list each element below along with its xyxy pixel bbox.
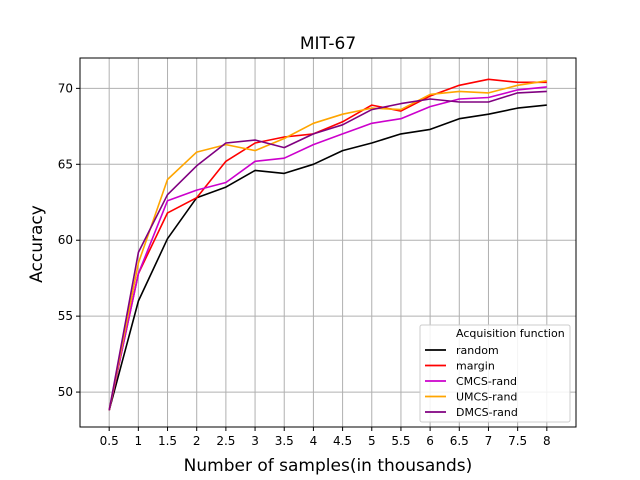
series-line-cmcs-rand (108, 86, 547, 411)
x-tick-label: 5.5 (391, 434, 410, 448)
legend-label-random: random (456, 344, 499, 357)
x-tick-label: 6.5 (450, 434, 469, 448)
y-tick-label: 50 (58, 385, 73, 399)
legend-label-umcs-rand: UMCS-rand (456, 391, 517, 404)
chart-title: MIT-67 (300, 34, 356, 54)
legend: Acquisition function random margin CMCS-ra… (419, 324, 571, 423)
series-line-umcs-rand (108, 80, 547, 411)
y-axis: 50 55 60 65 70 (58, 81, 80, 399)
x-tick-label: 7.5 (508, 434, 527, 448)
x-tick-label: 6 (426, 434, 434, 448)
x-axis: 0.5 1 1.5 2 2.5 3 3.5 4 4.5 5 5.5 6 6.5 7 7.5 8 (100, 427, 551, 448)
series-line-random (108, 104, 547, 411)
grid (80, 58, 576, 427)
x-axis-label: Number of samples(in thousands) (184, 456, 473, 476)
x-tick-label: 2.5 (216, 434, 235, 448)
x-tick-label: 1 (135, 434, 143, 448)
y-tick-label: 60 (58, 233, 73, 247)
series-line-dmcs-rand (108, 90, 547, 411)
y-tick-label: 70 (58, 81, 73, 95)
x-tick-label: 2 (193, 434, 201, 448)
plot-frame (79, 57, 577, 428)
legend-label-dmcs-rand: DMCS-rand (456, 406, 518, 419)
x-tick-label: 4.5 (333, 434, 352, 448)
x-tick-label: 7 (485, 434, 493, 448)
x-tick-label: 4 (310, 434, 318, 448)
series-layer (108, 78, 547, 411)
y-tick-label: 55 (58, 309, 73, 323)
legend-label-cmcs-rand: CMCS-rand (456, 375, 517, 388)
x-tick-label: 3 (251, 434, 259, 448)
legend-title: Acquisition function (456, 327, 565, 340)
legend-box (419, 324, 571, 423)
x-tick-label: 0.5 (100, 434, 119, 448)
x-tick-label: 5 (368, 434, 376, 448)
y-tick-label: 65 (58, 157, 73, 171)
x-tick-label: 3.5 (275, 434, 294, 448)
x-tick-label: 8 (543, 434, 551, 448)
legend-label-margin: margin (456, 360, 495, 373)
y-axis-label: Accuracy (27, 205, 47, 283)
legend-items: random margin CMCS-rand UMCS-rand DMCS-rand (425, 344, 518, 419)
series-line-margin (108, 78, 547, 411)
x-tick-label: 1.5 (158, 434, 177, 448)
